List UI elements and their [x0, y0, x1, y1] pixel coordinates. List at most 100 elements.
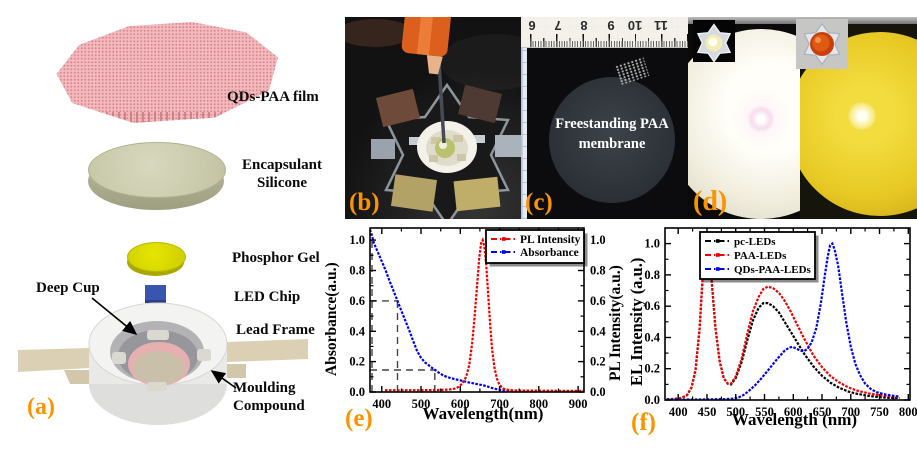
phosphor-highlight: [439, 141, 447, 149]
ruler-number: 6: [528, 18, 536, 33]
panel-d-tag: (d): [693, 186, 728, 217]
cup-pad-3: [429, 155, 438, 162]
svg-text:0.0: 0.0: [590, 385, 606, 399]
chart-f-ylabel: EL Intensity (a.u.): [627, 257, 646, 387]
svg-text:750: 750: [870, 405, 889, 419]
led-package-graphic: [18, 297, 308, 425]
svg-text:700: 700: [841, 405, 860, 419]
chart-e-ylabel-right: PL Intensity(a.u.): [607, 265, 624, 381]
svg-text:PAA-LEDs: PAA-LEDs: [734, 250, 787, 262]
svg-text:0.0: 0.0: [349, 385, 365, 399]
chart-e-ylabel-left: Absorbance(a.u.): [323, 262, 340, 376]
svg-text:0.8: 0.8: [349, 264, 365, 278]
cup-pad-4: [457, 154, 466, 161]
svg-text:0.0: 0.0: [644, 393, 660, 407]
inset-orange-led-graphic: [803, 22, 841, 66]
pad-top-right: [457, 84, 503, 124]
lead-right: [226, 339, 308, 362]
ruler-number: 9: [607, 18, 615, 33]
yellow-led-photo: [800, 24, 917, 219]
encapsulant-silicone-disc: [88, 142, 226, 198]
panel-b-tag: (b): [349, 189, 380, 216]
silicone-label: Encapsulant Silicone: [241, 157, 323, 191]
svg-text:0.6: 0.6: [349, 294, 365, 308]
panel-a-schematic: QDs-PAA film Encapsulant Silicone Phosph…: [0, 0, 345, 457]
pad-right: [495, 135, 521, 157]
phosphor-label: Phosphor Gel: [232, 250, 320, 266]
star-pcb-graphic: [345, 17, 521, 219]
ruler-number: 7: [554, 18, 562, 33]
chart-e-xlabel: Wavelength(nm): [422, 404, 544, 423]
yellow-led-glow: [848, 102, 876, 130]
svg-text:1.0: 1.0: [644, 237, 660, 251]
svg-text:450: 450: [698, 405, 717, 419]
svg-text:400: 400: [372, 397, 391, 411]
lead-left: [18, 348, 90, 372]
cup-pad-2: [453, 135, 463, 142]
panel-f-tag: (f): [631, 409, 656, 436]
panel-a-tag: (a): [27, 394, 55, 420]
panel-d-photo-leds: (d): [688, 17, 917, 219]
svg-text:600: 600: [784, 405, 803, 419]
cup-tab-e: [197, 349, 211, 361]
white-led-glow: [746, 104, 776, 134]
svg-text:0.4: 0.4: [349, 324, 365, 338]
svg-text:0.6: 0.6: [644, 299, 660, 313]
membrane-caption: Freestanding PAA membrane: [555, 116, 669, 152]
pad-left: [371, 139, 395, 159]
svg-text:0.4: 0.4: [644, 331, 660, 345]
svg-text:0.2: 0.2: [590, 355, 606, 369]
svg-text:500: 500: [412, 397, 431, 411]
paa-membrane-disc: [549, 77, 675, 203]
svg-text:0.2: 0.2: [644, 362, 660, 376]
lead-left-nub: [64, 370, 92, 384]
panel-e-tag: (e): [345, 405, 373, 432]
svg-text:700: 700: [490, 397, 509, 411]
cup-floor: [133, 351, 185, 385]
chart-f-canvas: 400 450 500 550 600 650 700 750 800 0.0 0.2 0.4 0.6 0…: [644, 227, 917, 419]
svg-text:pc-LEDs: pc-LEDs: [734, 236, 776, 248]
cup-pad-1: [431, 137, 441, 144]
svg-text:PL Intensity: PL Intensity: [520, 234, 581, 246]
svg-text:650: 650: [813, 405, 832, 419]
svg-text:1.0: 1.0: [590, 233, 606, 247]
lead-right-nub: [226, 364, 246, 378]
solder-left: [409, 137, 421, 145]
panel-c-tag: (c): [525, 189, 553, 216]
led-chip-square: [145, 285, 166, 303]
pad-bottom-right: [453, 176, 501, 212]
chip-label: LED Chip: [234, 289, 301, 305]
svg-text:550: 550: [755, 405, 774, 419]
panel-c-photo-membrane: Freestanding PAA membrane 6 7 8 9 10 11 …: [521, 17, 688, 219]
svg-text:800: 800: [529, 397, 548, 411]
film-label: QDs-PAA film: [227, 89, 319, 105]
svg-text:500: 500: [726, 405, 745, 419]
moulding-label: Moulding Compound: [233, 380, 305, 414]
phosphor-gel-disc: [127, 242, 186, 272]
svg-text:QDs-PAA-LEDs: QDs-PAA-LEDs: [734, 264, 812, 276]
cup-tab-n: [147, 330, 169, 340]
syringe-handle: [401, 17, 452, 75]
ruler-number: 8: [580, 18, 588, 33]
svg-text:0.6: 0.6: [590, 294, 606, 308]
svg-text:0.8: 0.8: [590, 264, 606, 278]
svg-text:0.2: 0.2: [349, 355, 365, 369]
chart-el-spectra: 400 450 500 550 600 650 700 750 800 0.0 0.2 0.4 0.6 0…: [627, 220, 917, 457]
panel-b-photo-dispensing: (b): [345, 17, 521, 219]
svg-text:0.8: 0.8: [644, 268, 660, 282]
svg-text:1.0: 1.0: [349, 233, 365, 247]
cup-tab-s: [147, 382, 167, 391]
svg-text:Absorbance: Absorbance: [520, 247, 579, 259]
ruler: 6 7 8 9 10 11: [521, 17, 688, 48]
deep-cup-arrow: [91, 297, 138, 336]
ruler-number: 11: [654, 18, 668, 33]
svg-text:400: 400: [669, 405, 688, 419]
svg-text:900: 900: [569, 397, 588, 411]
cup-tab-w: [112, 352, 126, 364]
solder-right: [473, 135, 485, 143]
svg-text:600: 600: [451, 397, 470, 411]
svg-text:800: 800: [899, 405, 917, 419]
inset-orange-led: [796, 19, 848, 69]
